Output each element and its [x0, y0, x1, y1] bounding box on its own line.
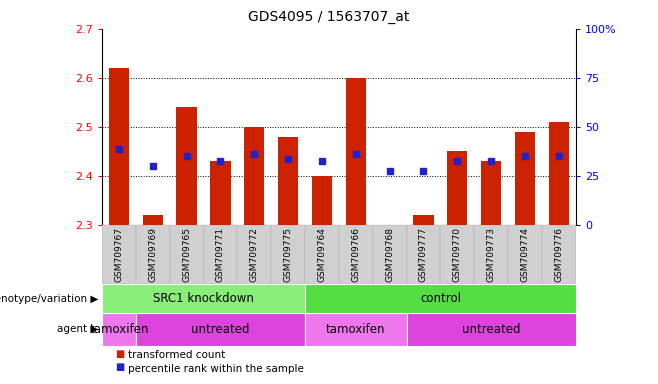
- Text: control: control: [420, 292, 461, 305]
- Bar: [136, 225, 170, 284]
- Bar: [305, 313, 407, 346]
- Bar: [549, 122, 569, 225]
- Bar: [170, 225, 203, 284]
- Text: GDS4095 / 1563707_at: GDS4095 / 1563707_at: [248, 10, 410, 23]
- Bar: [407, 225, 440, 284]
- Text: tamoxifen: tamoxifen: [89, 323, 149, 336]
- Text: GSM709772: GSM709772: [250, 227, 259, 282]
- Bar: [515, 132, 535, 225]
- Bar: [413, 215, 434, 225]
- Text: GSM709769: GSM709769: [148, 227, 157, 282]
- Bar: [102, 313, 136, 346]
- Text: GSM709771: GSM709771: [216, 227, 225, 282]
- Text: untreated: untreated: [191, 323, 249, 336]
- Text: GSM709775: GSM709775: [284, 227, 293, 282]
- Bar: [508, 225, 542, 284]
- Text: GSM709773: GSM709773: [487, 227, 495, 282]
- Bar: [305, 284, 576, 313]
- Bar: [143, 215, 163, 225]
- Bar: [447, 151, 467, 225]
- Text: genotype/variation ▶: genotype/variation ▶: [0, 293, 99, 304]
- Text: transformed count: transformed count: [128, 350, 226, 360]
- Bar: [176, 107, 197, 225]
- Bar: [203, 225, 238, 284]
- Text: GSM709764: GSM709764: [317, 227, 326, 282]
- Text: GSM709765: GSM709765: [182, 227, 191, 282]
- Bar: [278, 137, 298, 225]
- Text: tamoxifen: tamoxifen: [326, 323, 386, 336]
- Text: GSM709767: GSM709767: [114, 227, 124, 282]
- Bar: [271, 225, 305, 284]
- Bar: [345, 78, 366, 225]
- Text: untreated: untreated: [462, 323, 520, 336]
- Bar: [407, 313, 576, 346]
- Bar: [102, 284, 305, 313]
- Bar: [542, 225, 576, 284]
- Bar: [136, 313, 305, 346]
- Bar: [312, 176, 332, 225]
- Text: GSM709770: GSM709770: [453, 227, 462, 282]
- Bar: [109, 68, 129, 225]
- Text: GSM709776: GSM709776: [554, 227, 563, 282]
- Text: percentile rank within the sample: percentile rank within the sample: [128, 364, 304, 374]
- Bar: [305, 225, 339, 284]
- Text: GSM709766: GSM709766: [351, 227, 361, 282]
- Text: agent ▶: agent ▶: [57, 324, 99, 334]
- Bar: [372, 225, 407, 284]
- Text: ■: ■: [115, 349, 124, 359]
- Bar: [244, 127, 265, 225]
- Text: GSM709774: GSM709774: [520, 227, 530, 282]
- Text: SRC1 knockdown: SRC1 knockdown: [153, 292, 254, 305]
- Bar: [440, 225, 474, 284]
- Bar: [238, 225, 271, 284]
- Text: GSM709777: GSM709777: [419, 227, 428, 282]
- Bar: [339, 225, 372, 284]
- Bar: [211, 161, 230, 225]
- Bar: [102, 225, 136, 284]
- Text: GSM709768: GSM709768: [385, 227, 394, 282]
- Text: ■: ■: [115, 362, 124, 372]
- Bar: [474, 225, 508, 284]
- Bar: [481, 161, 501, 225]
